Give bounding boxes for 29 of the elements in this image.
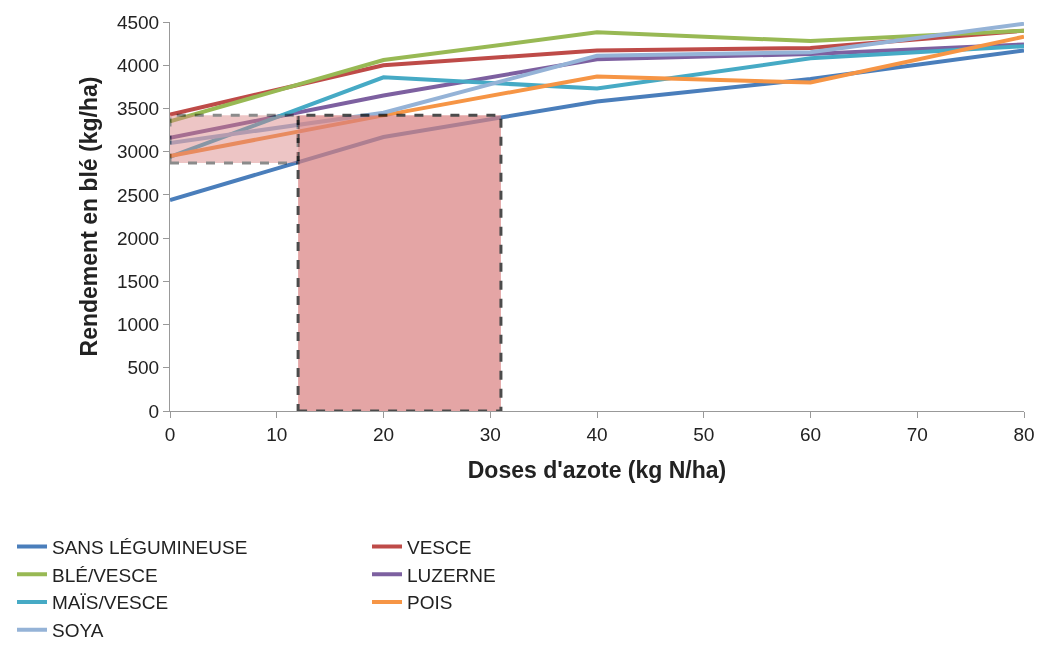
x-tick-label: 50 [693,423,715,445]
y-tick-label: 4500 [116,11,160,33]
line-series [170,22,1024,146]
legend-label: LUZERNE [407,564,496,586]
x-tick-label: 10 [266,423,288,445]
legend-label: MAÏS/VESCE [52,592,169,614]
y-tick-label: 0 [148,400,160,422]
x-tick-label: 70 [906,423,928,445]
y-axis-title: Rendement en blé (kg/ha) [76,76,103,357]
x-tick-label: 30 [479,423,501,445]
y-tick-label: 3500 [116,98,160,120]
y-tick-label: 2000 [116,227,160,249]
legend-label: POIS [407,592,453,614]
x-tick-label: 80 [1013,423,1035,445]
legend-label: BLÉ/VESCE [52,564,158,586]
x-tick-label: 0 [164,423,176,445]
y-tick-label: 1500 [116,270,160,292]
y-tick-label: 2500 [116,184,160,206]
x-tick-label: 60 [799,423,822,445]
y-tick-label: 4000 [116,54,160,76]
x-tick-label: 40 [586,423,608,445]
legend-label: SOYA [52,620,104,642]
y-tick-label: 1000 [116,314,160,336]
legend-label: VESCE [407,536,472,558]
x-axis-title: Doses d'azote (kg N/ha) [467,457,727,484]
y-tick-label: 500 [127,357,160,379]
legend-label: SANS LÉGUMINEUSE [52,536,248,558]
y-tick-label: 3000 [116,141,160,163]
x-tick-label: 20 [372,423,395,445]
